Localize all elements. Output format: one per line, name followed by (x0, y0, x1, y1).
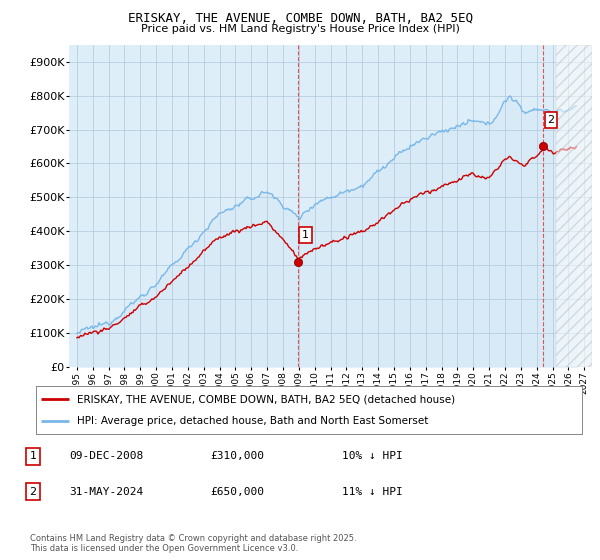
Text: Contains HM Land Registry data © Crown copyright and database right 2025.
This d: Contains HM Land Registry data © Crown c… (30, 534, 356, 553)
Text: 2: 2 (29, 487, 37, 497)
Text: HPI: Average price, detached house, Bath and North East Somerset: HPI: Average price, detached house, Bath… (77, 416, 428, 426)
Text: £650,000: £650,000 (210, 487, 264, 497)
Text: ERISKAY, THE AVENUE, COMBE DOWN, BATH, BA2 5EQ: ERISKAY, THE AVENUE, COMBE DOWN, BATH, B… (128, 12, 473, 25)
Text: Price paid vs. HM Land Registry's House Price Index (HPI): Price paid vs. HM Land Registry's House … (140, 24, 460, 34)
Text: 31-MAY-2024: 31-MAY-2024 (69, 487, 143, 497)
Text: 11% ↓ HPI: 11% ↓ HPI (342, 487, 403, 497)
Text: 09-DEC-2008: 09-DEC-2008 (69, 451, 143, 461)
Text: 1: 1 (29, 451, 37, 461)
Text: ERISKAY, THE AVENUE, COMBE DOWN, BATH, BA2 5EQ (detached house): ERISKAY, THE AVENUE, COMBE DOWN, BATH, B… (77, 394, 455, 404)
Text: £310,000: £310,000 (210, 451, 264, 461)
Text: 10% ↓ HPI: 10% ↓ HPI (342, 451, 403, 461)
Text: 2: 2 (547, 115, 554, 125)
Text: 1: 1 (302, 230, 309, 240)
